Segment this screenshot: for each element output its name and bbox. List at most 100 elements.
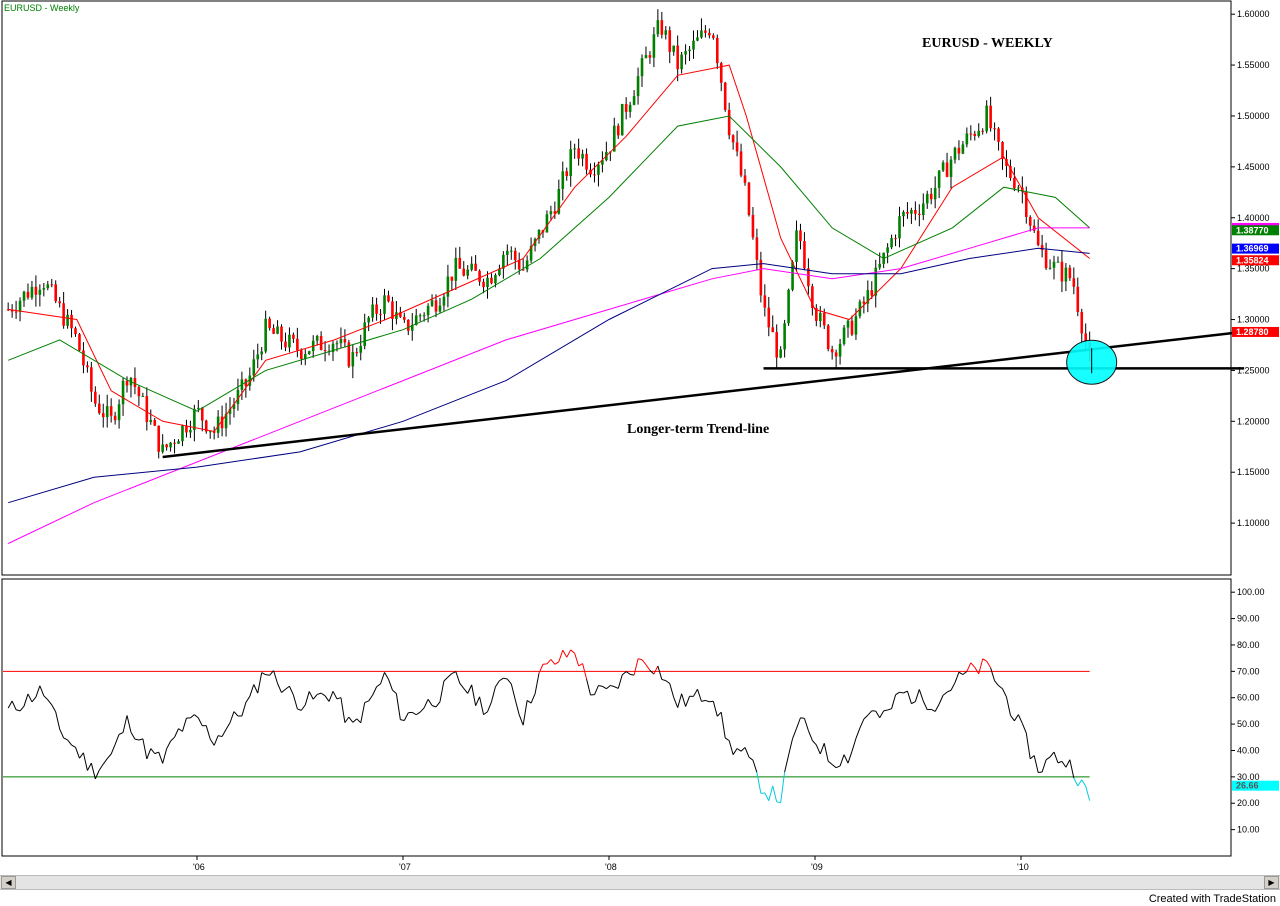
candle-body: [446, 276, 450, 297]
candle-body: [953, 147, 957, 160]
candle-body: [818, 312, 822, 322]
candle-body: [1028, 217, 1032, 226]
oscillator-segment: [384, 672, 389, 680]
scroll-left-arrow-icon[interactable]: ◀: [1, 876, 16, 889]
oscillator-segment: [586, 678, 591, 696]
oscillator-segment: [431, 705, 437, 708]
candle-body: [70, 314, 73, 329]
candle-body: [747, 182, 751, 216]
oscillator-segment: [724, 737, 730, 742]
price-tick-label: 1.20000: [1237, 416, 1270, 426]
candle-body: [712, 35, 715, 38]
candle-body: [640, 58, 644, 77]
candle-body: [890, 238, 893, 248]
scroll-right-arrow-icon[interactable]: ▶: [1264, 876, 1279, 889]
candle-body: [755, 237, 759, 260]
chart-canvas: 1.60000 1.55000 1.50000 1.45000 1.40000 1.350…: [1, 0, 1279, 872]
candle-body: [727, 109, 731, 136]
oscillator-tick-label: 20.00: [1237, 798, 1260, 808]
oscillator-segment: [819, 743, 825, 755]
oscillator-tick-label: 90.00: [1237, 614, 1260, 624]
candle-body: [173, 442, 176, 444]
candle-body: [886, 247, 889, 253]
candle-body: [1013, 178, 1016, 189]
oscillator-segment: [630, 673, 635, 676]
candle-body: [815, 307, 818, 322]
candle-body: [715, 37, 719, 64]
candle-body: [284, 341, 287, 348]
oscillator-segment: [435, 701, 441, 708]
candle-body: [296, 338, 299, 351]
oscillator-segment: [911, 701, 916, 705]
candle-body: [200, 407, 204, 421]
oscillator-segment: [82, 752, 88, 771]
candle-body: [470, 263, 473, 270]
candle-body: [466, 269, 470, 276]
price-tick-label: 1.55000: [1237, 60, 1270, 70]
oscillator-segment: [392, 689, 397, 695]
oscillator-segment: [621, 671, 627, 676]
candle-body: [212, 431, 216, 433]
candle-body: [248, 375, 252, 386]
oscillator-segment: [1025, 732, 1031, 759]
horizontal-scrollbar[interactable]: ◀ ▶: [0, 875, 1280, 890]
price-tick-label: 1.30000: [1237, 315, 1270, 325]
oscillator-segment: [978, 658, 984, 674]
candle-body: [474, 263, 477, 271]
oscillator-segment: [1085, 786, 1091, 801]
oscillator-segment: [633, 658, 639, 676]
oscillator-segment: [831, 764, 837, 769]
oscillator-segment: [427, 699, 433, 706]
oscillator-segment: [582, 663, 588, 680]
candle-body: [719, 63, 723, 83]
candle-body: [478, 270, 481, 282]
price-badge: [1232, 255, 1279, 266]
candle-body: [292, 334, 295, 339]
candle-body: [288, 334, 291, 348]
candle-body: [506, 250, 509, 255]
candle-body: [272, 328, 275, 334]
candle-body: [1064, 267, 1068, 282]
oscillator-tick-label: 30.00: [1237, 772, 1260, 782]
candle-body: [1048, 267, 1052, 269]
oscillator-segment: [447, 673, 453, 678]
candle-body: [692, 40, 695, 50]
oscillator-segment: [518, 714, 524, 726]
oscillator-tick-label: 50.00: [1237, 719, 1260, 729]
moving-average-line: [8, 247, 1090, 504]
oscillator-segment: [304, 691, 310, 706]
candle-body: [1017, 187, 1020, 189]
oscillator-segment: [360, 702, 366, 723]
oscillator-segment: [1017, 714, 1023, 724]
candle-body: [418, 315, 422, 317]
oscillator-segment: [297, 708, 302, 711]
candle-body: [208, 431, 212, 433]
oscillator-segment: [942, 691, 948, 696]
candle-body: [918, 213, 921, 215]
candle-body: [743, 175, 747, 183]
oscillator-segment: [415, 711, 421, 716]
x-tick-label: '08: [605, 862, 617, 872]
oscillator-segment: [308, 691, 314, 700]
candle-body: [1068, 267, 1072, 279]
oscillator-segment: [300, 704, 306, 711]
oscillator-segment: [265, 674, 270, 676]
oscillator-segment: [122, 715, 128, 733]
oscillator-segment: [883, 709, 888, 712]
candle-body: [811, 286, 814, 308]
candle-body: [981, 130, 985, 132]
oscillator-segment: [47, 699, 53, 706]
oscillator-segment: [578, 663, 583, 667]
candle-body: [383, 295, 386, 314]
candle-body: [850, 320, 854, 335]
oscillator-segment: [625, 671, 631, 675]
oscillator-segment: [218, 735, 223, 738]
candle-body: [137, 387, 141, 397]
oscillator-segment: [696, 689, 702, 702]
oscillator-segment: [451, 671, 457, 674]
oscillator-segment: [673, 697, 679, 708]
oscillator-segment: [665, 680, 671, 684]
oscillator-segment: [546, 659, 552, 665]
candle-body: [101, 413, 105, 418]
oscillator-segment: [685, 696, 691, 707]
